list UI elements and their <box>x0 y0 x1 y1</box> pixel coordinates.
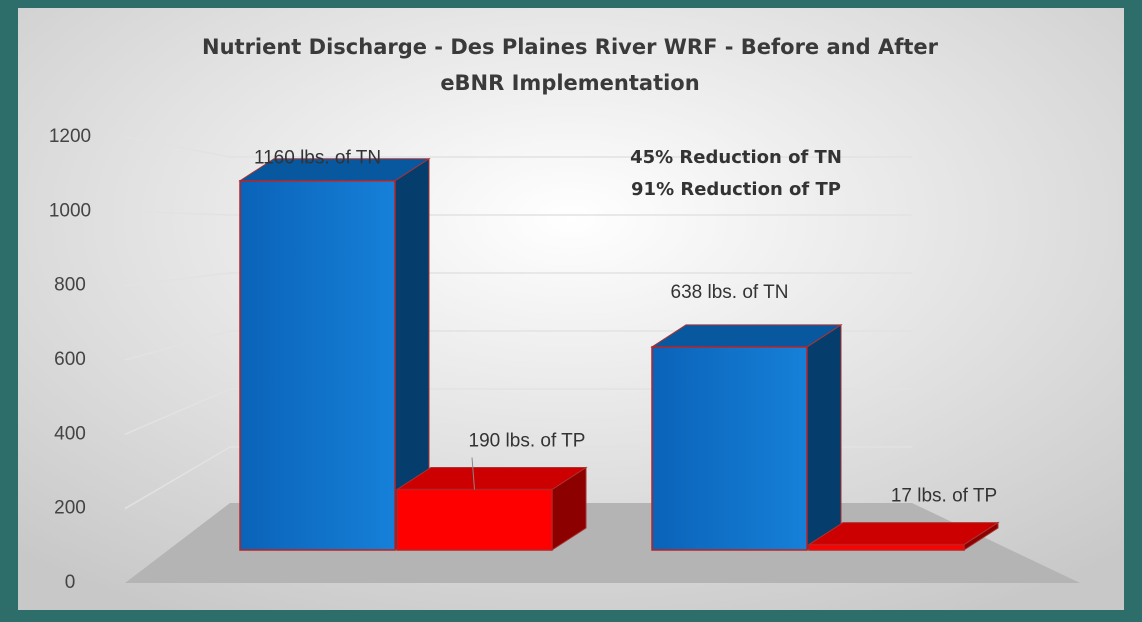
bar <box>651 346 808 551</box>
y-tick-label: 400 <box>54 423 86 444</box>
data-label: 638 lbs. of TN <box>671 282 789 303</box>
grid-line <box>124 210 912 216</box>
data-label: 190 lbs. of TP <box>469 431 586 452</box>
grid-line <box>124 272 912 287</box>
bar-top <box>650 324 843 348</box>
y-tick-label: 200 <box>54 498 86 519</box>
grid-line <box>124 136 912 158</box>
bar <box>396 488 553 551</box>
bar-top <box>395 467 588 491</box>
y-tick-label: 800 <box>54 275 86 296</box>
bar-top <box>807 522 1000 546</box>
y-tick-label: 0 <box>65 572 76 593</box>
data-label: 17 lbs. of TP <box>891 486 997 507</box>
bar-side <box>806 323 842 551</box>
leader-line <box>471 457 475 490</box>
y-tick-label: 1000 <box>49 200 91 221</box>
annotation: 45% Reduction of TN <box>630 147 842 168</box>
bar <box>808 543 965 551</box>
data-label: 1160 lbs. of TN <box>254 148 381 169</box>
annotation: 91% Reduction of TP <box>631 179 841 200</box>
chart-title: Nutrient Discharge - Des Plaines River W… <box>202 35 939 95</box>
y-tick-label: 1200 <box>49 126 91 147</box>
bar <box>239 179 396 551</box>
y-tick-label: 600 <box>54 349 86 370</box>
